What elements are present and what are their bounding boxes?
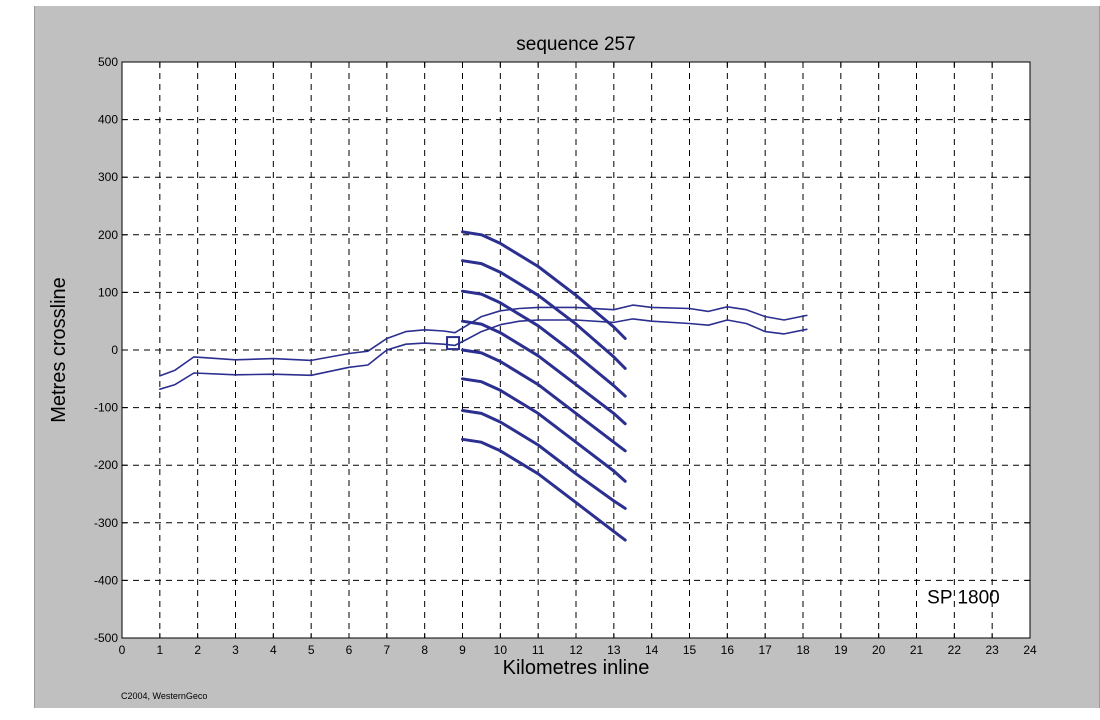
y-tick-label: 0 [111,343,118,357]
x-tick-label: 9 [459,643,466,657]
y-axis-label: Metres crossline [48,277,70,423]
streamer-line [461,230,627,340]
y-tick-label: 300 [98,170,118,184]
copyright-text: C2004, WesternGeco [121,691,207,701]
x-tick-label: 8 [421,643,428,657]
x-tick-label: 16 [721,643,735,657]
x-tick-label: 14 [645,643,659,657]
x-tick-label: 15 [683,643,697,657]
y-tick-label: -100 [94,401,118,415]
y-tick-label: 500 [98,55,118,69]
x-tick-label: 5 [308,643,315,657]
x-tick-label: 22 [948,643,962,657]
y-tick-label: 400 [98,113,118,127]
streamer-line [461,409,627,510]
x-tick-label: 21 [910,643,924,657]
x-tick-label: 7 [383,643,390,657]
vessel-track-line [159,318,808,390]
series-group [159,230,808,542]
streamer-line [461,348,627,453]
x-tick-label: 10 [494,643,508,657]
y-tick-label: 200 [98,228,118,242]
x-tick-label: 13 [607,643,621,657]
x-tick-label: 6 [346,643,353,657]
x-tick-label: 18 [796,643,810,657]
y-tick-label: 100 [98,285,118,299]
x-axis-label: Kilometres inline [503,657,650,679]
streamer-line [461,289,627,398]
streamer-line [461,259,627,370]
y-tick-label: -200 [94,458,118,472]
y-tick-label: -400 [94,573,118,587]
y-axis-ticks: 500 400 300 200 100 0 -100 -200 -300 -400 -500 [94,55,1030,645]
x-tick-label: 1 [156,643,163,657]
streamer-line [461,437,627,542]
x-tick-label: 11 [532,643,545,657]
x-tick-label: 4 [270,643,277,657]
x-tick-label: 19 [834,643,848,657]
vessel-track-line [159,304,808,377]
x-tick-label: 20 [872,643,886,657]
x-tick-label: 23 [985,643,999,657]
y-tick-label: -300 [94,516,118,530]
figure-window: 0 1 2 3 4 5 6 7 8 9 10 11 12 13 14 15 16 17 18 19 20 21 22 23 24… [34,6,1100,708]
x-tick-label: 0 [119,643,126,657]
streamer-line [461,319,627,426]
x-tick-label: 17 [758,643,772,657]
sp-annotation: SP 1800 [927,587,1000,608]
x-tick-label: 24 [1023,643,1037,657]
x-tick-label: 3 [232,643,239,657]
x-tick-label: 12 [569,643,583,657]
y-tick-label: -500 [94,631,118,645]
streamer-line [461,377,627,483]
x-axis-ticks: 0 1 2 3 4 5 6 7 8 9 10 11 12 13 14 15 16 17 18 19 20 21 22 23 24 [119,62,1037,657]
chart-title: sequence 257 [516,34,635,55]
chart: 0 1 2 3 4 5 6 7 8 9 10 11 12 13 14 15 16 17 18 19 20 21 22 23 24… [48,34,1037,701]
x-tick-label: 2 [194,643,201,657]
position-marker [446,336,461,351]
